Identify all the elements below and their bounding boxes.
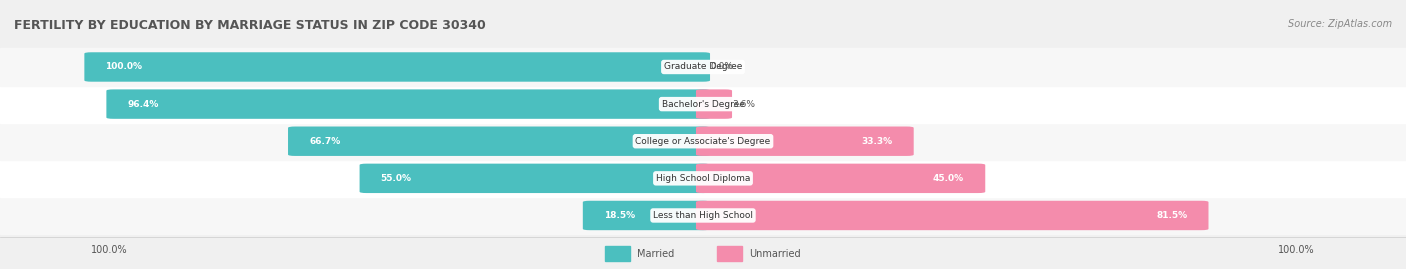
FancyBboxPatch shape [288,126,710,156]
FancyBboxPatch shape [583,201,710,230]
Text: Graduate Degree: Graduate Degree [664,62,742,72]
Bar [717,246,742,261]
Text: 3.6%: 3.6% [733,100,755,109]
Bar [0,123,1406,160]
FancyBboxPatch shape [107,89,710,119]
Bar [0,197,1406,234]
Text: High School Diploma: High School Diploma [655,174,751,183]
Text: Married: Married [637,249,673,259]
FancyBboxPatch shape [696,89,733,119]
FancyBboxPatch shape [696,126,914,156]
Text: Less than High School: Less than High School [652,211,754,220]
Bar [0,86,1406,123]
Text: 45.0%: 45.0% [934,174,965,183]
FancyBboxPatch shape [696,201,1209,230]
Text: 100.0%: 100.0% [1278,245,1315,255]
Text: 18.5%: 18.5% [605,211,636,220]
Text: 100.0%: 100.0% [91,245,128,255]
Text: Bachelor's Degree: Bachelor's Degree [662,100,744,109]
Bar [605,246,630,261]
Text: Source: ZipAtlas.com: Source: ZipAtlas.com [1288,19,1392,29]
Bar [0,48,1406,86]
Text: Unmarried: Unmarried [749,249,801,259]
Text: College or Associate's Degree: College or Associate's Degree [636,137,770,146]
Text: 81.5%: 81.5% [1156,211,1188,220]
Text: 100.0%: 100.0% [105,62,142,72]
Bar [0,160,1406,197]
Text: 0.0%: 0.0% [710,62,733,72]
Text: 66.7%: 66.7% [309,137,340,146]
FancyBboxPatch shape [84,52,710,82]
Text: 96.4%: 96.4% [128,100,159,109]
Text: 55.0%: 55.0% [381,174,412,183]
FancyBboxPatch shape [696,164,986,193]
FancyBboxPatch shape [360,164,710,193]
Text: FERTILITY BY EDUCATION BY MARRIAGE STATUS IN ZIP CODE 30340: FERTILITY BY EDUCATION BY MARRIAGE STATU… [14,19,486,32]
Text: 33.3%: 33.3% [862,137,893,146]
